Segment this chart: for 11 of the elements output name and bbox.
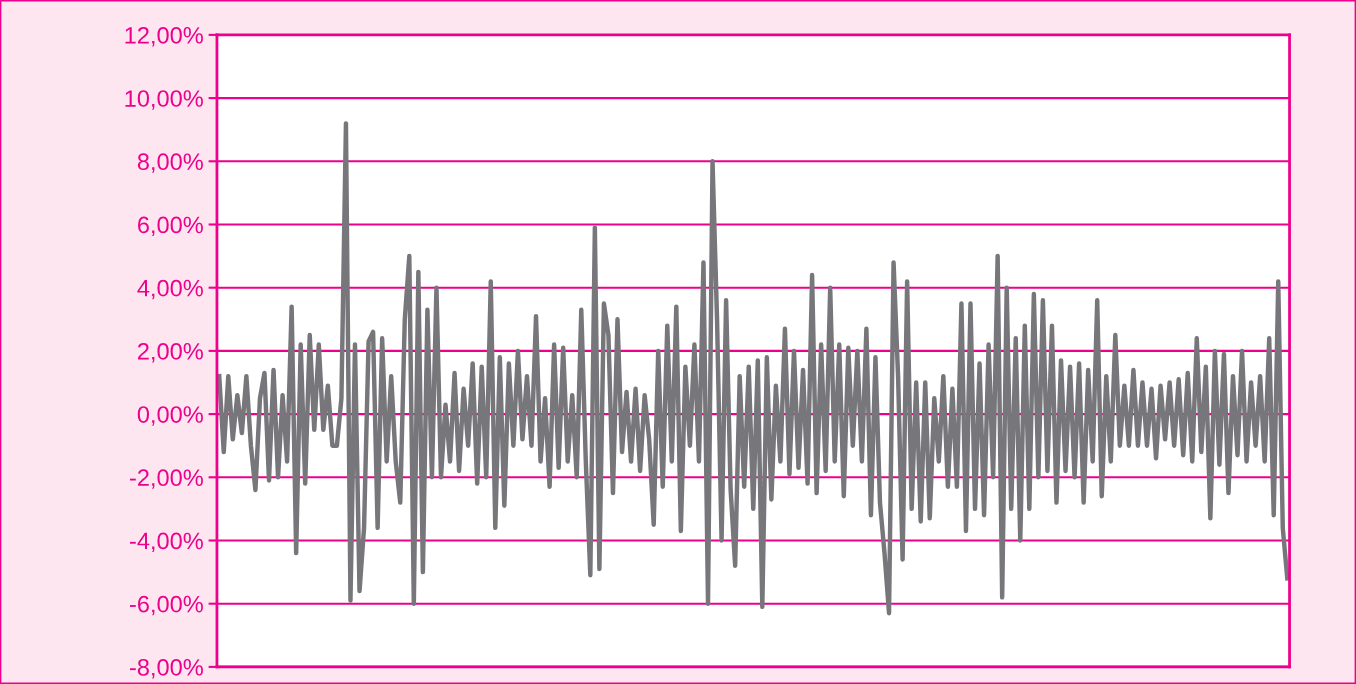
y-tick-label: -6,00% bbox=[130, 595, 203, 616]
y-tick-label: 0,00% bbox=[137, 406, 203, 426]
y-tick-label: 12,00% bbox=[125, 26, 203, 47]
y-tick-label: 8,00% bbox=[137, 153, 203, 173]
y-tick-label: -4,00% bbox=[130, 532, 203, 553]
y-tick-label: 10,00% bbox=[125, 90, 203, 110]
y-tick-label: 6,00% bbox=[138, 216, 203, 237]
y-tick-label: -2,00% bbox=[130, 469, 203, 489]
y-tick-label: 2,00% bbox=[138, 342, 203, 363]
y-tick-label: 4,00% bbox=[137, 279, 203, 300]
y-tick-label: -8,00% bbox=[130, 658, 203, 679]
